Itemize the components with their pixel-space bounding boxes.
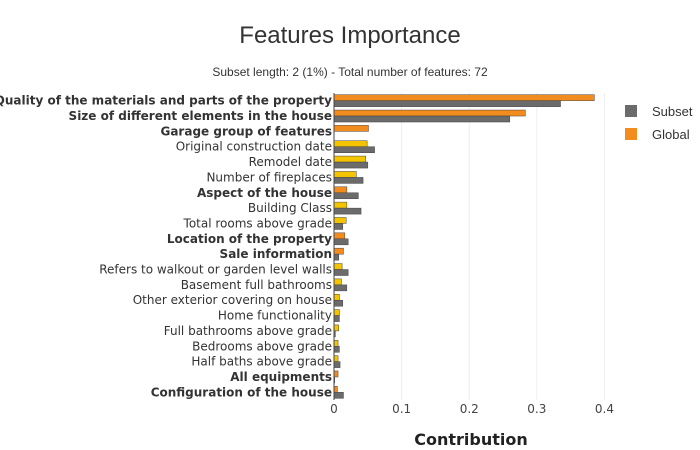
x-tick-label: 0.1 xyxy=(392,402,411,416)
bar-subset xyxy=(333,346,340,353)
bar-subset xyxy=(333,269,349,276)
legend-label-subset: Subset xyxy=(652,103,693,119)
bar-subset xyxy=(333,100,561,107)
bar-global xyxy=(333,94,595,101)
bar-global xyxy=(333,278,342,286)
y-tick-label: All equipments xyxy=(230,370,332,384)
x-axis-title: Contribution xyxy=(414,430,528,449)
bar-global xyxy=(333,309,340,316)
legend-swatch-subset xyxy=(625,105,637,117)
chart-title: Features Importance xyxy=(239,22,461,49)
bar-global xyxy=(333,140,368,147)
y-tick-label: Refers to walkout or garden level walls xyxy=(99,263,332,277)
bar-global xyxy=(333,247,344,255)
y-tick-label: Sale information xyxy=(220,247,332,261)
y-tick-label: Full bathrooms above grade xyxy=(164,324,332,338)
y-tick-label: Basement full bathrooms xyxy=(181,278,332,292)
y-tick-label: Garage group of features xyxy=(160,124,332,138)
bar-global xyxy=(333,186,348,194)
y-tick-label: Remodel date xyxy=(249,155,332,169)
legend-item-global[interactable]: Global xyxy=(625,124,692,144)
y-tick-label: Other exterior covering on house xyxy=(133,293,332,307)
bar-subset xyxy=(333,392,344,399)
bar-subset xyxy=(333,146,375,153)
bar-subset xyxy=(333,361,341,368)
bar-subset xyxy=(333,284,348,292)
y-tick-label: Configuration of the house xyxy=(151,385,332,399)
bar-subset xyxy=(333,299,344,307)
bar-global xyxy=(333,263,343,270)
x-tick-label: 0 xyxy=(330,402,338,416)
bar-subset xyxy=(333,192,359,200)
legend[interactable]: Subset Global xyxy=(625,101,692,147)
y-tick-label: Bedrooms above grade xyxy=(192,339,332,353)
y-tick-label: Total rooms above grade xyxy=(183,216,332,230)
bar-subset xyxy=(333,207,362,215)
bar-global xyxy=(333,293,340,301)
bar-global xyxy=(333,355,339,362)
x-tick-label: 0.3 xyxy=(527,402,546,416)
y-tick-label: Aspect of the house xyxy=(197,186,332,200)
bar-subset xyxy=(333,115,511,123)
bar-global xyxy=(333,217,347,224)
bar-global xyxy=(333,155,367,163)
bar-global xyxy=(333,324,339,332)
y-tick-label: Half baths above grade xyxy=(191,355,332,369)
y-tick-label: Quality of the materials and parts of th… xyxy=(0,94,332,108)
bar-global xyxy=(333,125,369,132)
y-tick-label: Original construction date xyxy=(176,140,332,154)
chart-subtitle: Subset length: 2 (1%) - Total number of … xyxy=(212,65,488,79)
bar-subset xyxy=(333,177,364,184)
legend-swatch-global xyxy=(625,128,637,140)
bar-global xyxy=(333,370,339,378)
bar-global xyxy=(333,386,338,393)
bar-subset xyxy=(333,161,369,169)
bar-global xyxy=(333,340,339,347)
y-tick-label: Building Class xyxy=(248,201,332,215)
legend-label-global: Global xyxy=(652,126,690,142)
bar-subset xyxy=(333,238,349,246)
bar-subset xyxy=(333,223,344,230)
y-tick-label: Home functionality xyxy=(218,309,332,323)
x-tick-label: 0.2 xyxy=(460,402,479,416)
y-tick-label: Location of the property xyxy=(167,232,332,246)
bar-subset xyxy=(333,315,340,322)
y-tick-label: Size of different elements in the house xyxy=(69,109,332,123)
x-tick-label: 0.4 xyxy=(595,402,614,416)
bar-global xyxy=(333,171,357,178)
legend-item-subset[interactable]: Subset xyxy=(625,101,692,121)
bar-global xyxy=(333,232,346,240)
y-tick-label: Number of fireplaces xyxy=(206,170,332,184)
bar-subset xyxy=(333,253,339,261)
bar-global xyxy=(333,109,526,117)
bar-global xyxy=(333,201,348,209)
